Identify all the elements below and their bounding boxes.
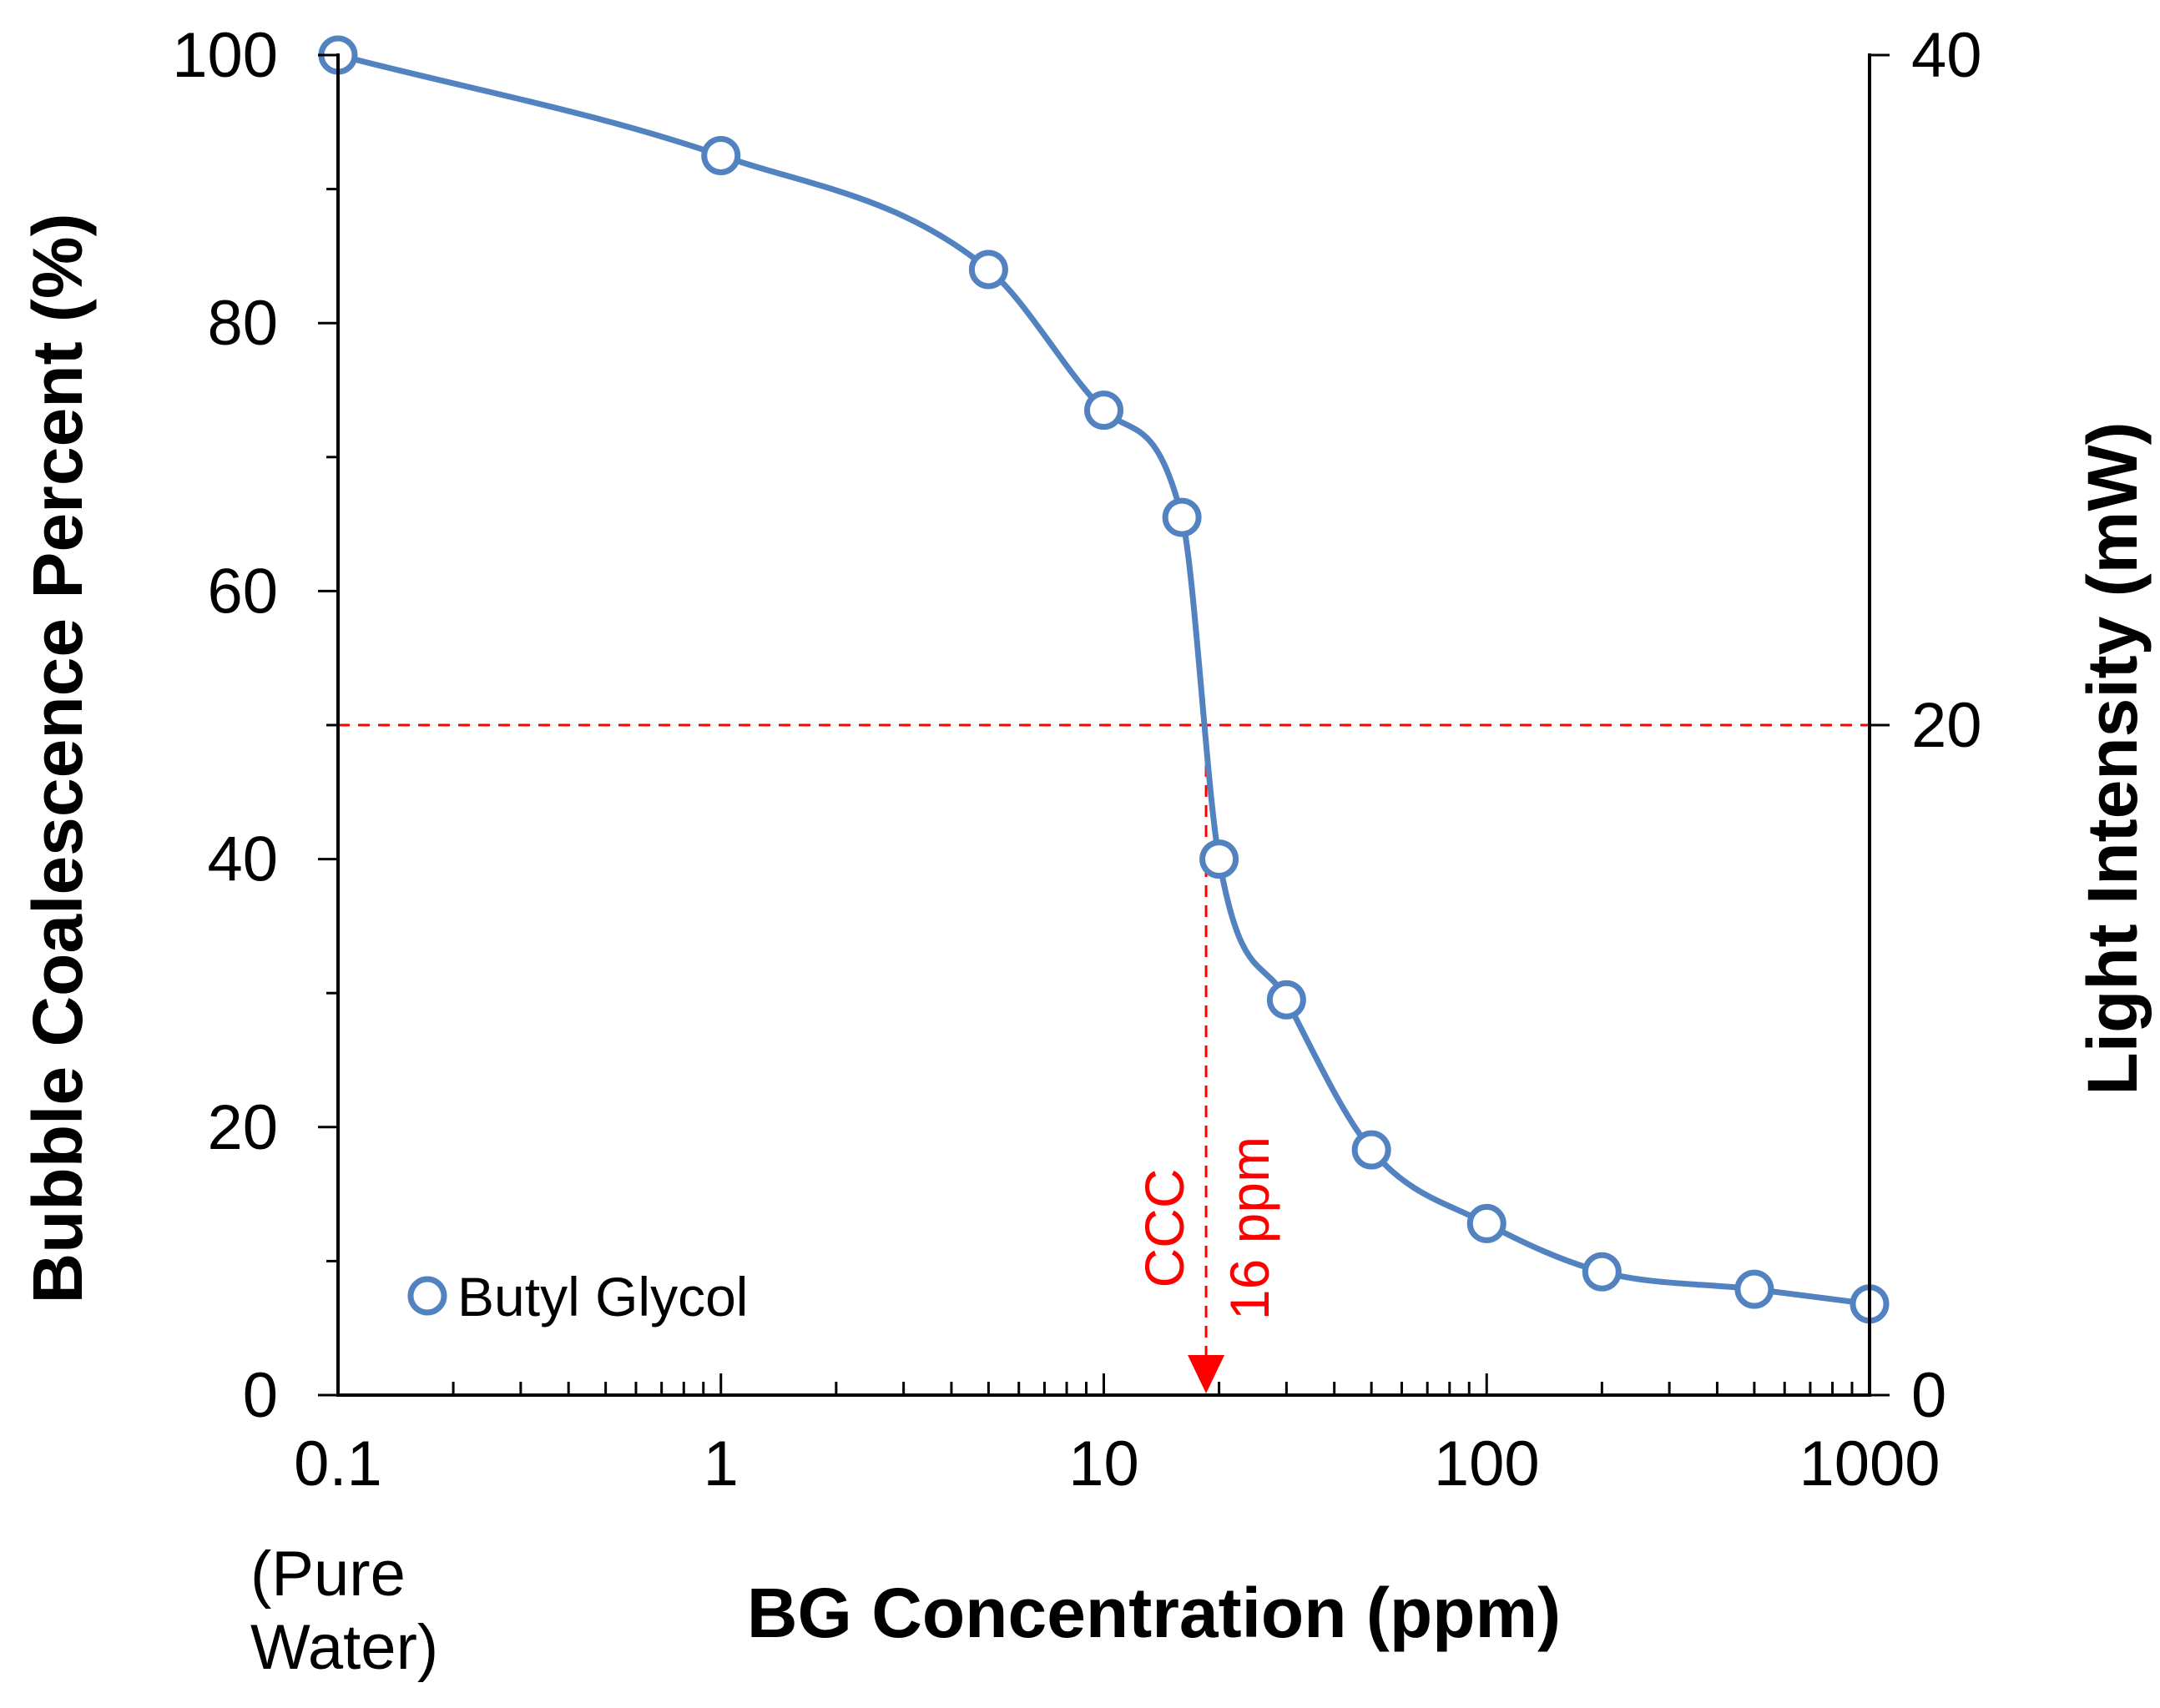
data-point: [1084, 390, 1123, 431]
x-tick-label: 1000: [1799, 1428, 1940, 1499]
x-tick-label: 100: [1434, 1428, 1540, 1499]
x-axis-title: BG Concentration (ppm): [747, 1574, 1561, 1652]
data-point: [1582, 1252, 1622, 1292]
fit-curve-layer: [337, 52, 1870, 1307]
data-point: [1266, 980, 1306, 1020]
data-point: [1734, 1269, 1774, 1309]
y-tick-label: 60: [207, 556, 278, 627]
y-tick-label: 0: [243, 1360, 278, 1431]
data-point: [701, 135, 741, 175]
legend-label: Butyl Glycol: [457, 1266, 748, 1328]
y-axis-title: Bubble Coalescence Percent (%): [18, 213, 97, 1303]
y2-axis-title: Light Intensity (mW): [2073, 421, 2152, 1095]
x-tick-label: 10: [1068, 1428, 1139, 1499]
x-tick-label: 0.1: [294, 1428, 382, 1499]
data-point: [1162, 497, 1202, 537]
y-tick-label: 20: [207, 1092, 278, 1163]
y-tick-label: 80: [207, 288, 278, 359]
y-tick-label: 100: [172, 20, 278, 91]
y-tick-label: 40: [207, 824, 278, 895]
data-point: [1351, 1130, 1391, 1170]
ccc-label: CCC: [1133, 1169, 1195, 1288]
data-point: [1199, 839, 1239, 879]
data-points-layer: [318, 35, 1890, 1324]
y2-tick-label: 40: [1911, 20, 1982, 91]
legend-marker: [407, 1276, 447, 1316]
legend: Butyl Glycol: [407, 1266, 748, 1328]
ccc-value-label: 16 ppm: [1219, 1136, 1280, 1320]
annotation-layer: CCC 16 ppm: [338, 723, 1870, 1393]
y2-tick-label: 20: [1911, 690, 1982, 761]
fit-curve: [337, 52, 1870, 1307]
axes-layer: [318, 53, 1890, 1397]
y2-tick-label: 0: [1911, 1360, 1946, 1431]
data-point: [1466, 1203, 1506, 1243]
x-tick-note: Water): [250, 1612, 438, 1683]
x-tick-label: 1: [704, 1428, 739, 1499]
data-point: [968, 249, 1008, 290]
x-tick-note: (Pure: [250, 1539, 406, 1610]
ccc-arrow-head: [1188, 1355, 1225, 1393]
